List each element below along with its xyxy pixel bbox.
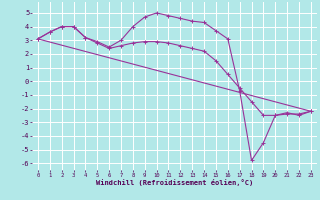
X-axis label: Windchill (Refroidissement éolien,°C): Windchill (Refroidissement éolien,°C) (96, 179, 253, 186)
